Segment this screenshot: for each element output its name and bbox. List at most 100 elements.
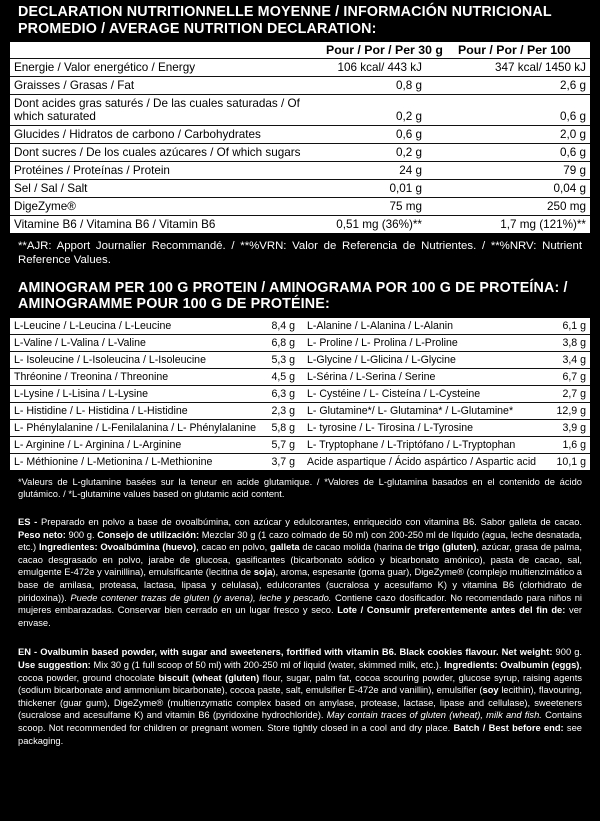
en-usage-text: Mix 30 g (1 full scoop of 50 ml) with 20… [90,659,445,670]
amino-name-right: L-Sérina / L-Serina / Serine [301,368,542,386]
amino-name-left: L-Lysine / L-Lisina / L-Lysine [10,385,251,403]
amino-name-left: L-Leucine / L-Leucina / L-Leucine [10,317,251,335]
amino-value-left: 6,8 g [251,334,301,352]
es-batch-value: ver envase. [18,605,583,628]
nutrition-header-per-30g: Pour / Por / Per 30 g [326,42,458,59]
table-row: Graisses / Grasas / Fat 0,8 g 2,6 g [10,76,590,95]
en-ingredient-ovalbumin: Ovalbumin (eggs) [497,659,580,670]
table-row: L-Leucine / L-Leucina / L-Leucine 8,4 g … [10,317,590,335]
es-usage-label: Consejo de utilización: [97,529,200,540]
amino-name-right: L-Glycine / L-Glicina / L-Glycine [301,351,542,369]
en-allergen-notice: May contain traces of gluten (wheat), mi… [326,710,542,721]
amino-value-right: 3,9 g [542,419,590,437]
nutrition-header-per-100: Pour / Por / Per 100 [458,42,590,59]
table-row: L-Lysine / L-Lisina / L-Lysine 6,3 g L- … [10,385,590,403]
nutrition-row-name: Glucides / Hidratos de carbono / Carbohy… [10,125,326,144]
nutrition-row-value-30g: 0,2 g [326,143,458,162]
nutrition-row-name: Energie / Valor energético / Energy [10,58,326,77]
amino-value-left: 5,8 g [251,419,301,437]
nutrition-header-blank [10,42,326,59]
nutrition-row-value-30g: 0,51 mg (36%)** [336,218,422,231]
aminogram-table-body: L-Leucine / L-Leucina / L-Leucine 8,4 g … [10,317,590,470]
amino-name-left: L-Valine / L-Valina / L-Valine [10,334,251,352]
amino-name-right: L-Alanine / L-Alanina / L-Alanin [301,317,542,335]
amino-value-left: 5,7 g [251,436,301,454]
nutrition-row-name: Sel / Sal / Salt [10,179,326,198]
amino-value-right: 2,7 g [542,385,590,403]
es-net-weight-label: Peso neto: [18,529,66,540]
amino-value-left: 4,5 g [251,368,301,386]
en-usage-label: Use suggestion: [18,659,91,670]
amino-value-right: 6,1 g [542,317,590,335]
amino-name-right: L- Glutamine*/ L- Glutamina* / L-Glutami… [301,402,542,420]
en-ingredient-soy: soy [482,685,499,696]
es-ingredients-part-3: de cacao molida (harina de [299,542,419,553]
amino-name-left: Thréonine / Treonina / Threonine [10,368,251,386]
nutrition-row-value-30g: 0,6 g [326,125,458,144]
amino-name-left: L- Méthionine / L-Metionina / L-Methioni… [14,455,213,468]
amino-name-left: L- Arginine / L- Arginina / L-Arginine [10,436,251,454]
nutrition-row-value-100: 0,6 g [458,143,590,162]
table-row: Thréonine / Treonina / Threonine 4,5 g L… [10,368,590,386]
es-ingredients-part-2: , cacao en polvo, [196,542,271,553]
nutrition-row-value-100: 79 g [458,161,590,180]
nrv-footnote: **AJR: Apport Journalier Recommandé. / *… [18,240,582,267]
nutrition-header-row: Pour / Por / Per 30 g Pour / Por / Per 1… [10,42,590,59]
glutamine-footnote: *Valeurs de L-glutamine basées sur la te… [18,476,582,500]
en-storage-text: Contains scoop. Not recommended for chil… [18,710,582,733]
table-row: Energie / Valor energético / Energy 106 … [10,58,590,77]
es-ingredient-soja: soja [253,567,273,578]
en-net-weight-label: Net weight: [501,647,553,658]
nutrition-row-value-30g: 0,2 g [326,94,458,126]
en-intro: Ovalbumin based powder, with sugar and s… [40,647,502,658]
es-ingredient-trigo-gluten: trigo (gluten) [418,542,477,553]
nutrition-table-body: Pour / Por / Per 30 g Pour / Por / Per 1… [10,42,590,233]
table-row: L- Isoleucine / L-Isoleucina / L-Isoleuc… [10,351,590,369]
amino-value-right: 3,8 g [542,334,590,352]
en-ingredients-part-2: flour, sugar, palm fat, cocoa scouring p… [18,672,582,696]
es-ingredients-part-5: ), aroma, espesante (goma guar), DigeZym… [18,567,583,603]
es-usage-text: Mezclar 30 g (1 cazo colmado de 50 ml) c… [18,529,583,553]
nutrition-row-name: Graisses / Grasas / Fat [10,76,326,95]
table-row: Dont acides gras saturés / De las cuales… [10,94,590,126]
en-batch-label: Batch / Best before end: [453,722,564,733]
table-row: L-Valine / L-Valina / L-Valine 6,8 g L- … [10,334,590,352]
amino-value-left: 2,3 g [251,402,301,420]
table-row: DigeZyme® 75 mg 250 mg [10,197,590,216]
amino-value-left: 5,3 g [251,351,301,369]
nutrition-row-value-100: 2,0 g [458,125,590,144]
amino-value-right: 6,7 g [542,368,590,386]
nutrition-row-name: Vitamine B6 / Vitamina B6 / Vitamin B6 [14,218,216,231]
aminogram-table: L-Leucine / L-Leucina / L-Leucine 8,4 g … [10,317,590,470]
es-ingredient-galleta: galleta [270,542,300,553]
amino-name-right: L- Tryptophane / L-Triptófano / L-Trypto… [301,436,542,454]
es-info-block: ES - Preparado en polvo a base de ovoalb… [10,511,590,633]
nutrition-table: Pour / Por / Per 30 g Pour / Por / Per 1… [10,42,590,233]
nutrition-row-value-100: 0,04 g [458,179,590,198]
amino-value-right: 1,6 g [542,436,590,454]
amino-name-left: L- Phénylalanine / L-Fenilalanina / L- P… [10,419,256,437]
es-batch-label: Lote / Consumir preferentemente antes de… [337,605,566,616]
nutrition-row-value-100: 0,6 g [458,94,590,126]
nutrition-row-value-100: 1,7 mg (121%)** [500,218,586,231]
es-net-weight-value: 900 g. [65,529,98,540]
table-row: L- Méthionine / L-Metionina / L-Methioni… [10,453,590,470]
es-ingredients-part-4: , azúcar, grasa de palma, cacao desgrasa… [18,542,582,578]
table-row: L- Arginine / L- Arginina / L-Arginine 5… [10,436,590,454]
table-row: Glucides / Hidratos de carbono / Carbohy… [10,125,590,144]
table-row: Dont sucres / De los cuales azúcares / O… [10,143,590,162]
nutrition-row-name: Dont acides gras saturés / De las cuales… [10,94,326,126]
es-lang-tag: ES - [18,517,41,527]
nutrition-row-value-30g: 0,8 g [326,76,458,95]
amino-name-right: L- Proline / L- Prolina / L-Proline [301,334,542,352]
en-lang-tag: EN - [18,647,41,658]
es-intro: Preparado en polvo a base de ovoalbúmina… [41,517,582,527]
nutrition-row-name: Protéines / Proteínas / Protein [10,161,326,180]
es-allergen-notice: Puede contener trazas de gluten (y avena… [70,592,332,603]
nutrition-row-value-100: 2,6 g [458,76,590,95]
amino-name-right: L- Cystéine / L- Cisteína / L-Cysteine [301,385,542,403]
en-net-weight-value: 900 g. [552,647,582,658]
amino-value-left: 8,4 g [251,317,301,335]
amino-value-right: 10,1 g [556,455,586,468]
